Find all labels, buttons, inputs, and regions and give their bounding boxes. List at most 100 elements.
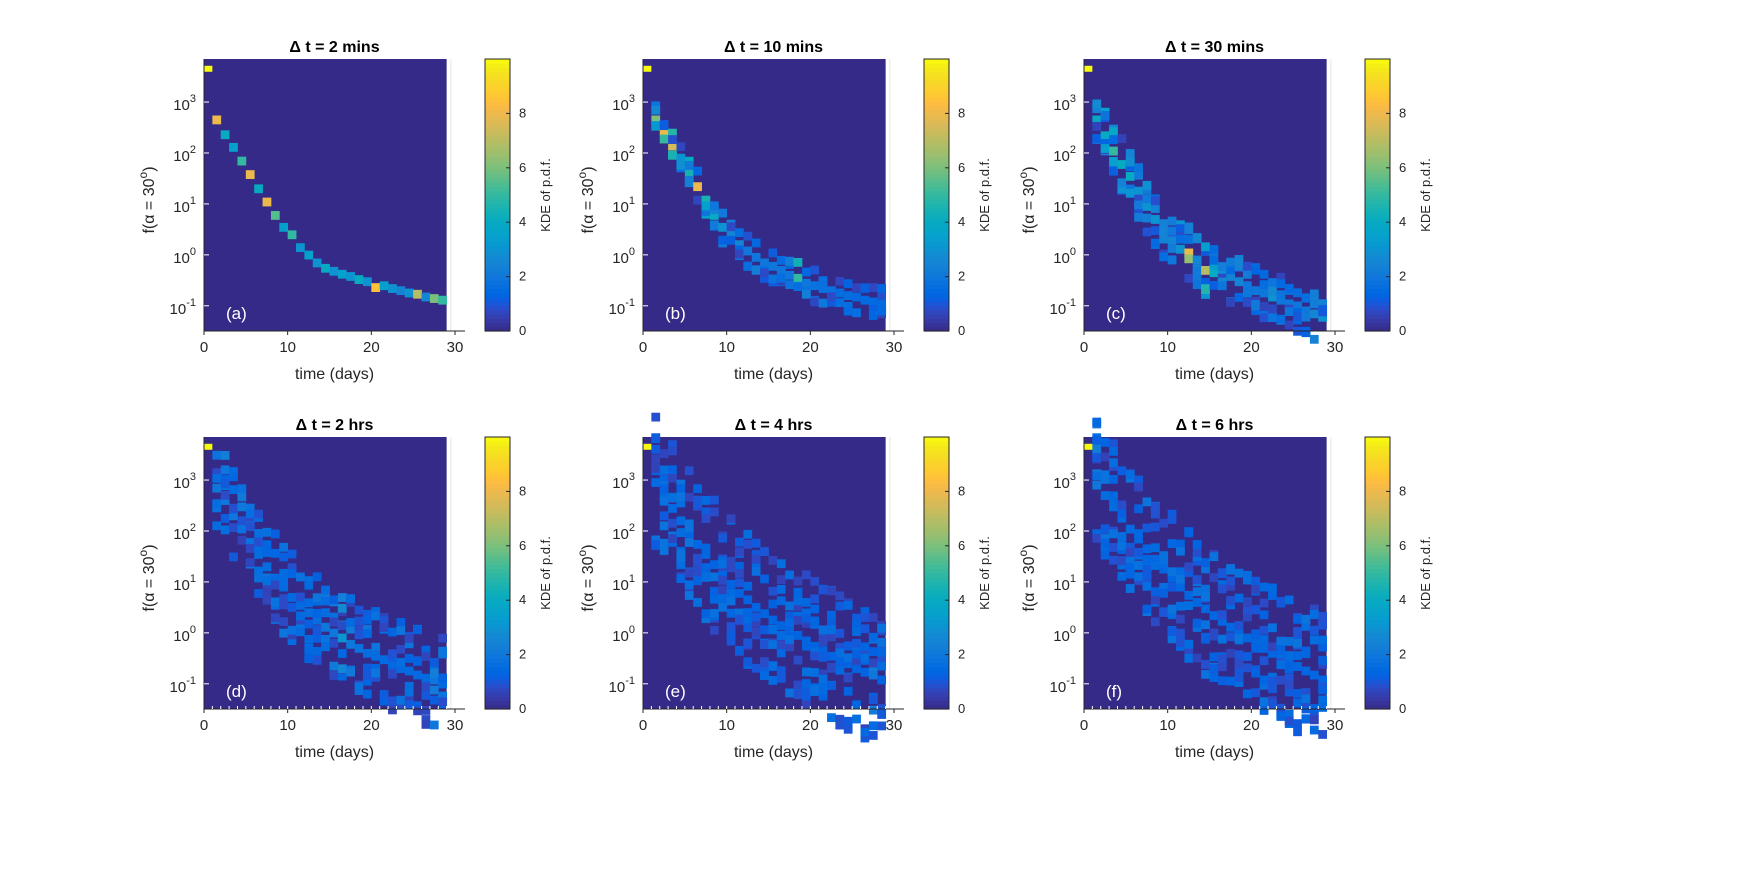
heatmap-cell <box>229 511 238 521</box>
heatmap-cell <box>693 576 702 586</box>
colorbar-segment <box>1365 505 1390 510</box>
heatmap-cell <box>270 211 280 220</box>
heatmap-cell <box>751 550 761 559</box>
heatmap-cell <box>354 616 364 626</box>
heatmap-cell <box>651 121 661 130</box>
colorbar-segment <box>924 547 949 553</box>
colorbar-segment <box>1365 492 1390 498</box>
colorbar-segment <box>485 84 510 90</box>
heatmap-cell <box>810 281 820 291</box>
heatmap-cell <box>760 609 769 619</box>
heatmap-cell-initial <box>1084 443 1093 450</box>
heatmap-cell <box>751 538 761 548</box>
colorbar-segment <box>924 127 949 132</box>
colorbar-segment <box>924 496 949 502</box>
heatmap-cell <box>270 613 280 623</box>
colorbar-segment <box>485 483 510 489</box>
heatmap-cell <box>659 120 669 129</box>
heatmap-cell <box>245 522 255 532</box>
colorbar-segment <box>1365 522 1390 527</box>
heatmap-cell <box>1276 703 1286 713</box>
colorbar-segment <box>485 131 510 137</box>
colorbar-segment <box>924 292 949 298</box>
heatmap-cell <box>1309 725 1319 735</box>
heatmap-cell <box>1217 654 1227 664</box>
heatmap-cell <box>304 619 314 629</box>
heatmap-cell <box>296 616 305 626</box>
colorbar-segment <box>1365 517 1390 523</box>
y-tick-label: 103 <box>173 471 196 492</box>
heatmap-cell <box>413 701 422 711</box>
chart-title: Δ t = 4 hrs <box>735 417 813 434</box>
heatmap-cell <box>785 635 794 644</box>
colorbar-segment <box>485 522 510 527</box>
heatmap-cell <box>438 697 448 707</box>
heatmap-cell <box>877 284 887 293</box>
colorbar-segment <box>1365 237 1390 243</box>
heatmap-cell <box>801 685 811 695</box>
heatmap-cell <box>684 178 694 188</box>
heatmap-cell <box>1259 610 1269 620</box>
colorbar-segment <box>1365 628 1390 634</box>
heatmap-cell <box>1276 290 1286 300</box>
heatmap-cell <box>651 445 661 454</box>
heatmap-cell <box>388 705 397 715</box>
heatmap-cell <box>1209 664 1219 673</box>
heatmap-cell <box>296 600 305 610</box>
heatmap-cell <box>1192 597 1202 607</box>
colorbar-segment <box>485 551 510 557</box>
heatmap-cell <box>735 228 744 238</box>
y-axis-label: f(α = 30o) <box>1016 544 1038 611</box>
heatmap-cell <box>1284 307 1294 317</box>
heatmap-cell <box>1201 247 1210 256</box>
heatmap-cell <box>776 596 786 606</box>
heatmap-cell <box>1209 611 1219 621</box>
heatmap-cell <box>1150 543 1160 553</box>
heatmap-cell <box>693 598 702 607</box>
heatmap-cell <box>676 560 686 570</box>
heatmap-cell <box>651 454 661 464</box>
heatmap-cell <box>279 542 289 552</box>
heatmap-cell <box>1242 598 1252 608</box>
y-tick-label: 103 <box>1053 93 1076 114</box>
colorbar-segment <box>485 479 510 485</box>
heatmap-cell <box>1134 212 1143 222</box>
heatmap-cell <box>262 595 272 605</box>
heatmap-cell <box>1318 730 1328 739</box>
colorbar-segment <box>924 598 949 604</box>
heatmap-cell <box>1167 244 1177 253</box>
colorbar-segment <box>485 173 510 179</box>
heatmap-cell <box>1117 160 1127 169</box>
heatmap-cell <box>421 706 431 715</box>
heatmap-cell <box>354 275 364 284</box>
colorbar-frame <box>923 58 950 332</box>
colorbar-segment <box>485 458 510 464</box>
heatmap-cell <box>1201 660 1210 669</box>
heatmap-cell <box>329 595 339 605</box>
colorbar-segment <box>1365 212 1390 217</box>
y-tick-label: 100 <box>1053 624 1076 645</box>
heatmap-cell <box>1092 471 1102 481</box>
colorbar-segment <box>924 666 949 672</box>
colorbar-segment <box>924 454 949 459</box>
heatmap-cell <box>701 572 711 582</box>
heatmap-cell <box>1117 508 1127 518</box>
heatmap-cell <box>793 587 803 597</box>
heatmap-cell <box>1293 727 1302 737</box>
colorbar-segment <box>924 534 949 540</box>
heatmap-cell <box>801 278 811 288</box>
heatmap-cell <box>304 576 314 586</box>
heatmap-cell <box>877 675 887 685</box>
heatmap-cell <box>852 638 861 648</box>
colorbar-segment <box>485 475 510 481</box>
heatmap-cell <box>835 276 845 286</box>
colorbar-segment <box>485 322 510 328</box>
heatmap-cell <box>751 612 761 622</box>
heatmap-cell <box>668 518 677 528</box>
colorbar-segment <box>924 564 949 570</box>
colorbar-segment <box>924 203 949 209</box>
heatmap-cell <box>1242 652 1252 661</box>
heatmap-cell <box>421 645 431 655</box>
heatmap-cell <box>1184 568 1194 577</box>
